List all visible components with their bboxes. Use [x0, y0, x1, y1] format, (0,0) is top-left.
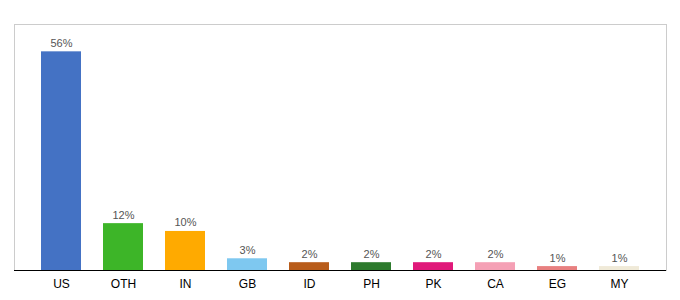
svg-text:1%: 1%: [612, 252, 628, 264]
svg-text:GB: GB: [239, 277, 256, 291]
svg-text:PK: PK: [425, 277, 441, 291]
svg-text:2%: 2%: [302, 248, 318, 260]
svg-text:EG: EG: [549, 277, 566, 291]
svg-text:MY: MY: [611, 277, 629, 291]
svg-text:2%: 2%: [364, 248, 380, 260]
svg-text:IN: IN: [180, 277, 192, 291]
svg-text:10%: 10%: [174, 216, 196, 228]
svg-text:56%: 56%: [50, 37, 72, 49]
svg-text:PH: PH: [363, 277, 380, 291]
svg-text:1%: 1%: [550, 252, 566, 264]
svg-text:US: US: [53, 277, 70, 291]
svg-text:OTH: OTH: [111, 277, 136, 291]
svg-text:3%: 3%: [240, 244, 256, 256]
svg-text:CA: CA: [487, 277, 504, 291]
svg-text:12%: 12%: [112, 209, 134, 221]
svg-text:2%: 2%: [488, 248, 504, 260]
svg-text:2%: 2%: [426, 248, 442, 260]
svg-text:ID: ID: [304, 277, 316, 291]
